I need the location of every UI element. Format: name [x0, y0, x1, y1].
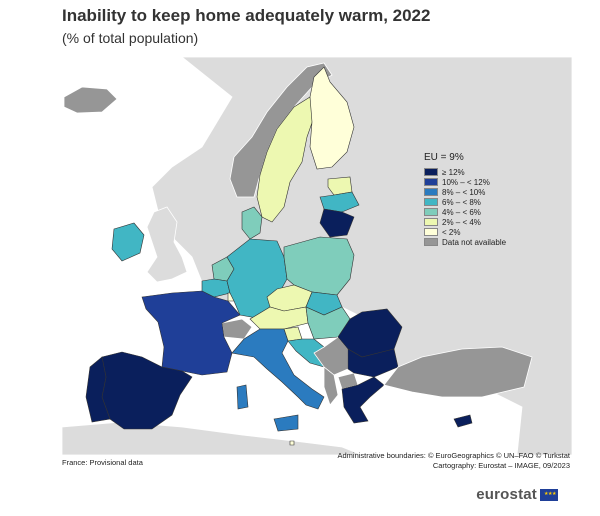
credits-cartography: Cartography: Eurostat – IMAGE, 09/2023 [432, 461, 570, 470]
region-turkey [383, 346, 533, 398]
legend-item: Data not available [424, 237, 506, 247]
legend-label: ≥ 12% [442, 167, 465, 177]
legend-item: 10% – < 12% [424, 177, 506, 187]
legend-swatch [424, 178, 438, 186]
footnote-credits: Administrative boundaries: © EuroGeograp… [337, 451, 570, 471]
legend-swatch [424, 188, 438, 196]
region-malta [289, 440, 295, 446]
region-sardinia [236, 384, 249, 410]
map-title: Inability to keep home adequately warm, … [62, 6, 431, 25]
legend-swatch [424, 208, 438, 216]
legend-item: 4% – < 6% [424, 207, 506, 217]
legend-swatch [424, 218, 438, 226]
region-portugal [85, 356, 111, 423]
region-greece [341, 376, 385, 424]
footnote-provisional: France: Provisional data [62, 458, 143, 467]
legend-swatch [424, 168, 438, 176]
region-bulgaria [347, 348, 399, 378]
map-subtitle: (% of total population) [62, 30, 199, 46]
region-africa [62, 421, 363, 455]
legend-item: 8% – < 10% [424, 187, 506, 197]
region-uk [146, 206, 188, 283]
legend-label: 8% – < 10% [442, 187, 486, 197]
legend-label: 6% – < 8% [442, 197, 481, 207]
region-montenegro-albania [323, 366, 339, 406]
legend-swatch [424, 228, 438, 236]
region-lithuania [319, 208, 355, 238]
legend-label: 4% – < 6% [442, 207, 481, 217]
eu-flag-icon: ★★★ [540, 488, 558, 501]
region-sicily [273, 414, 299, 432]
eurostat-logo: eurostat ★★★ [476, 486, 558, 503]
region-hungary [305, 306, 351, 340]
region-sweden [256, 96, 315, 223]
region-iceland [63, 86, 118, 114]
legend-item: 2% – < 4% [424, 217, 506, 227]
brand-name: eurostat [476, 486, 537, 503]
region-switzerland [221, 318, 253, 340]
legend-item: < 2% [424, 227, 506, 237]
legend-item: 6% – < 8% [424, 197, 506, 207]
map-legend: EU = 9% ≥ 12% 10% – < 12% 8% – < 10% 6% … [424, 152, 506, 247]
legend-label: 2% – < 4% [442, 217, 481, 227]
region-denmark [241, 206, 263, 240]
legend-label: < 2% [442, 227, 461, 237]
legend-swatch [424, 198, 438, 206]
credits-boundaries: Administrative boundaries: © EuroGeograp… [337, 451, 570, 460]
region-italy [231, 328, 325, 410]
legend-swatch [424, 238, 438, 246]
map-area [62, 57, 572, 455]
region-ireland [111, 222, 145, 262]
region-finland [309, 66, 355, 170]
legend-title: EU = 9% [424, 152, 464, 163]
legend-item: ≥ 12% [424, 167, 506, 177]
europe-map [62, 57, 572, 455]
legend-label: 10% – < 12% [442, 177, 490, 187]
legend-label: Data not available [442, 237, 507, 247]
region-cyprus [453, 414, 473, 428]
